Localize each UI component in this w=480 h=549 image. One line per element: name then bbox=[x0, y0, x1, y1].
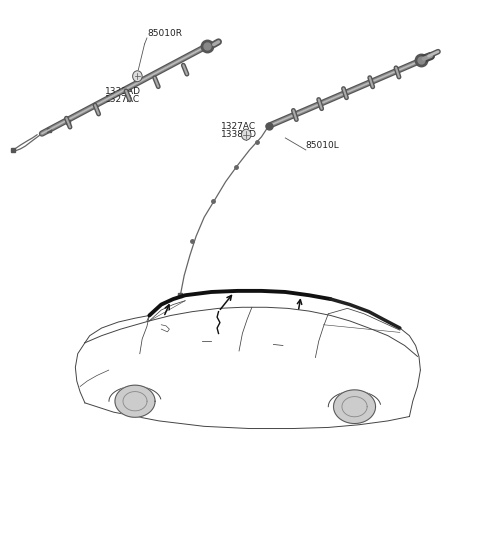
Polygon shape bbox=[115, 385, 155, 417]
Text: 85010R: 85010R bbox=[147, 29, 182, 38]
Text: 1327AC: 1327AC bbox=[221, 122, 256, 131]
Text: 1327AC: 1327AC bbox=[106, 95, 141, 104]
Circle shape bbox=[241, 129, 251, 140]
Polygon shape bbox=[334, 390, 375, 423]
Text: 1338AD: 1338AD bbox=[106, 87, 142, 97]
Text: 1338AD: 1338AD bbox=[221, 130, 257, 139]
Text: 85010L: 85010L bbox=[306, 141, 340, 150]
Circle shape bbox=[132, 71, 142, 82]
